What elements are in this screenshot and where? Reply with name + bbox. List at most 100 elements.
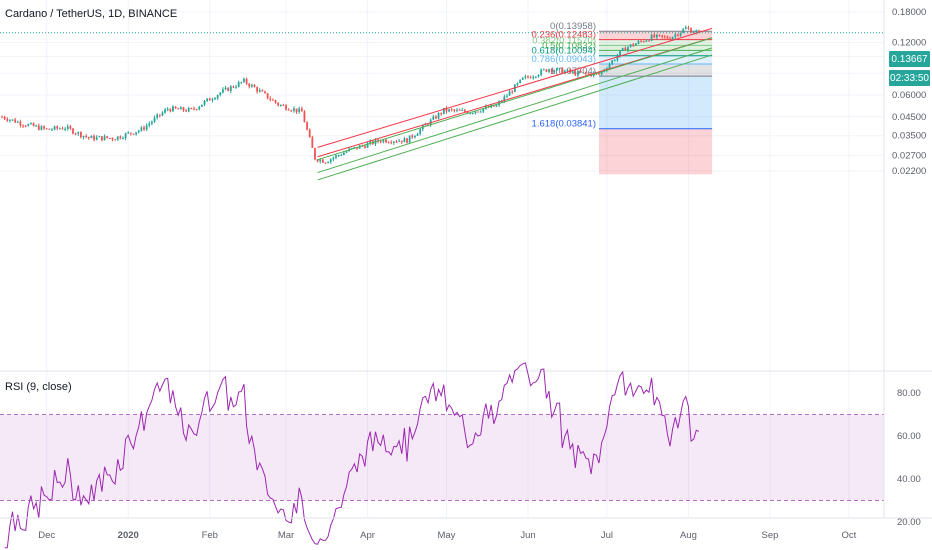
candle-body (650, 34, 653, 41)
candle-body (264, 91, 266, 94)
candle-body (87, 137, 90, 139)
candle-body (37, 125, 40, 130)
candle-body (198, 106, 201, 110)
candle-body (24, 125, 27, 127)
candle-body (424, 124, 427, 126)
candle-body (119, 136, 122, 139)
time-tick-label: 2020 (118, 530, 139, 541)
candle-body (243, 78, 245, 83)
candle-body (471, 113, 474, 115)
candle-body (211, 99, 214, 101)
candle-body (437, 113, 440, 119)
candle-body (379, 141, 382, 143)
candle-body (166, 109, 169, 111)
candle-body (85, 135, 88, 138)
fib-zone (599, 39, 713, 46)
candle-body (8, 119, 11, 121)
candle-body (306, 122, 308, 130)
candle-body (6, 119, 9, 121)
candle-body (240, 82, 243, 84)
candle-body (277, 102, 280, 106)
candle-body (161, 112, 164, 116)
candle-body (53, 126, 56, 130)
price-tick-label: 0.06000 (892, 90, 926, 101)
time-tick-label: Sep (762, 530, 779, 541)
candle-body (627, 46, 629, 51)
candle-body (482, 108, 485, 112)
channels (317, 27, 713, 181)
candle-body (571, 71, 574, 73)
candle-body (93, 135, 95, 140)
fib-retracement: 0(0.13958)0.236(0.12483)0.382(0.11570)0.… (532, 21, 713, 175)
candle-body (461, 109, 464, 111)
rsi-pane (0, 362, 884, 549)
candle-body (158, 114, 161, 116)
candle-body (30, 123, 32, 125)
candle-body (495, 105, 498, 107)
candle-body (56, 126, 59, 129)
candle-body (219, 92, 222, 95)
candle-body (332, 157, 335, 160)
candle-body (72, 128, 74, 134)
candle-body (527, 76, 529, 78)
candle-body (164, 109, 166, 113)
time-tick-label: May (437, 530, 455, 541)
candle-body (390, 142, 393, 144)
candle-body (608, 64, 611, 69)
candle-body (19, 121, 22, 126)
chart-title: Cardano / TetherUS, 1D, BINANCE (5, 8, 178, 20)
candle-body (516, 83, 519, 85)
candle-body (427, 124, 429, 126)
candle-body (561, 68, 564, 74)
candle-body (311, 137, 314, 148)
candle-body (156, 114, 159, 118)
candle-body (282, 104, 285, 106)
candle-body (345, 151, 348, 153)
candle-body (169, 109, 172, 112)
candle-body (127, 132, 130, 134)
candle-body (182, 107, 185, 111)
candle-body (329, 159, 332, 163)
price-tick-label: 0.18000 (892, 7, 926, 18)
candle-body (35, 125, 38, 127)
candle-body (419, 129, 422, 134)
time-tick-label: Jul (601, 530, 613, 541)
candle-body (77, 132, 80, 134)
candle-body (366, 143, 369, 148)
candle-body (235, 86, 237, 88)
candle-body (135, 132, 138, 135)
candle-body (295, 108, 298, 112)
rsi-tick-label: 60.00 (897, 431, 921, 442)
candle-body (27, 124, 30, 127)
candle-body (274, 100, 277, 103)
candle-body (340, 155, 343, 157)
candle-body (316, 159, 319, 162)
candle-body (661, 35, 664, 37)
candle-body (353, 146, 356, 148)
fib-level-label: 0.236(0.12483) (532, 30, 596, 41)
channel-green-lower (317, 54, 713, 181)
time-tick-label: Dec (38, 530, 55, 541)
candle-body (563, 71, 566, 74)
candle-body (679, 32, 682, 36)
candle-body (463, 109, 466, 112)
candle-body (521, 77, 524, 80)
candle-body (103, 136, 106, 141)
candle-body (95, 137, 98, 140)
candle-body (684, 27, 687, 30)
time-tick-label: Apr (360, 530, 375, 541)
candle-body (556, 68, 558, 71)
candle-body (642, 41, 645, 43)
fib-level-label: 0.5(0.10832) (542, 40, 596, 51)
candle-body (503, 96, 506, 102)
candle-body (553, 70, 556, 72)
fib-zone (599, 64, 713, 77)
candle-body (203, 100, 206, 105)
candle-body (598, 73, 600, 75)
candle-body (116, 136, 119, 140)
time-tick-label: Jun (520, 530, 535, 541)
candle-body (369, 141, 372, 144)
time-tick-label: Aug (680, 530, 697, 541)
candle-body (58, 128, 61, 130)
candle-body (534, 76, 537, 78)
